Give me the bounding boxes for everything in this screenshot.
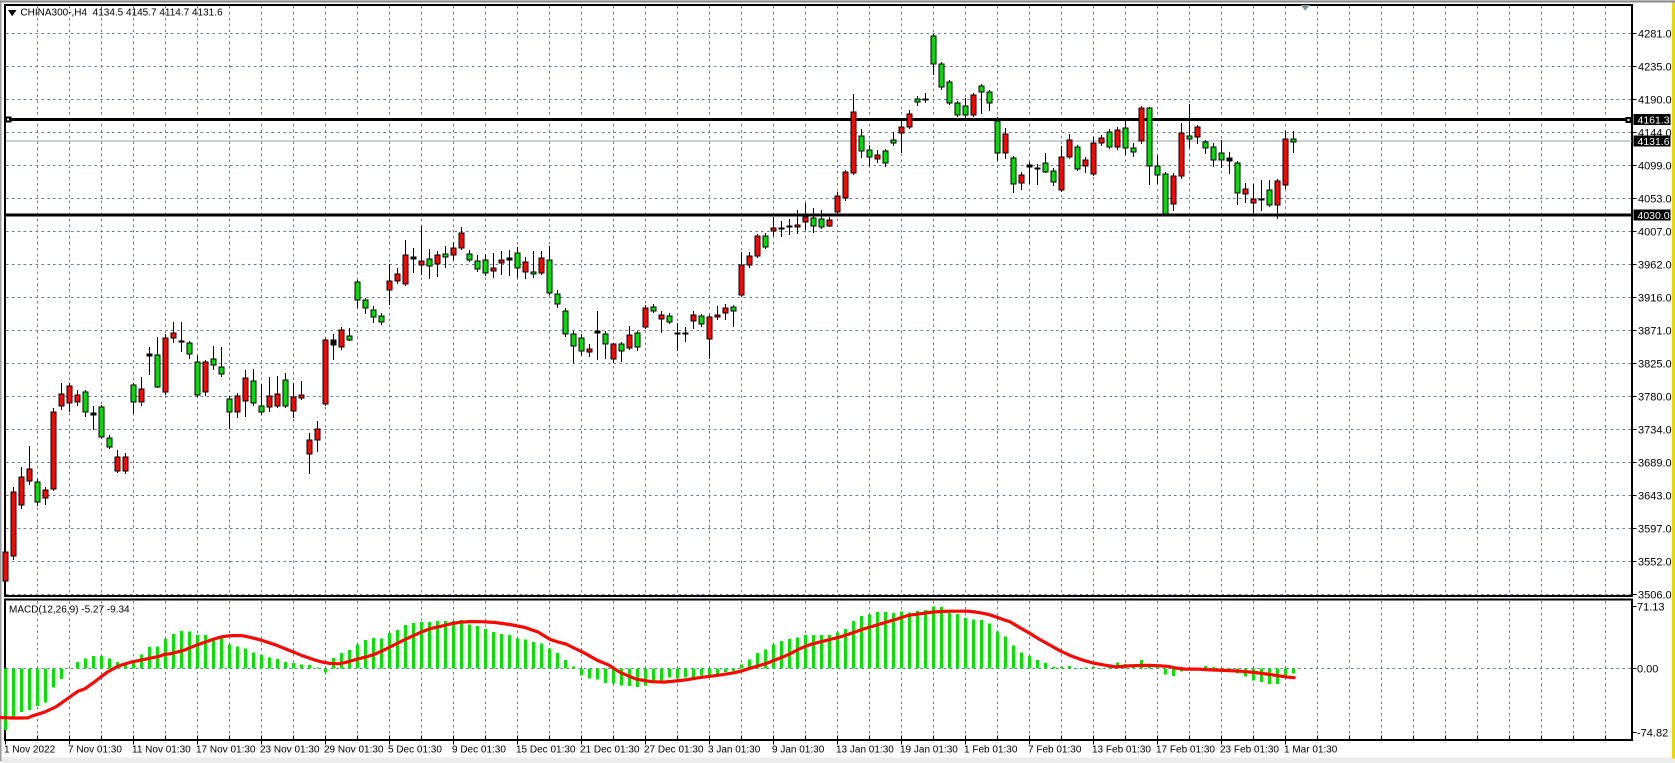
svg-text:4099.0: 4099.0: [1638, 161, 1672, 173]
svg-text:3597.0: 3597.0: [1638, 524, 1672, 536]
svg-text:4281.0: 4281.0: [1638, 29, 1672, 41]
svg-text:1 Nov 2022: 1 Nov 2022: [4, 745, 56, 756]
svg-text:11 Nov 01:30: 11 Nov 01:30: [132, 745, 191, 756]
svg-text:17 Feb 01:30: 17 Feb 01:30: [1156, 745, 1215, 756]
svg-text:4007.0: 4007.0: [1638, 227, 1672, 239]
svg-text:71.13: 71.13: [1637, 602, 1665, 614]
svg-text:4161.3: 4161.3: [1638, 114, 1670, 126]
svg-text:3962.0: 3962.0: [1638, 260, 1672, 272]
svg-text:7 Nov 01:30: 7 Nov 01:30: [68, 745, 122, 756]
svg-text:1 Feb 01:30: 1 Feb 01:30: [964, 745, 1018, 756]
svg-text:29 Nov 01:30: 29 Nov 01:30: [324, 745, 384, 756]
svg-text:23 Nov 01:30: 23 Nov 01:30: [260, 745, 320, 756]
svg-text:15 Dec 01:30: 15 Dec 01:30: [516, 745, 576, 756]
svg-text:0.00: 0.00: [1637, 664, 1658, 676]
svg-text:7 Feb 01:30: 7 Feb 01:30: [1028, 745, 1082, 756]
svg-text:13 Jan 01:30: 13 Jan 01:30: [836, 745, 894, 756]
svg-text:21 Dec 01:30: 21 Dec 01:30: [580, 745, 640, 756]
svg-text:19 Jan 01:30: 19 Jan 01:30: [900, 745, 958, 756]
svg-text:3643.0: 3643.0: [1638, 491, 1672, 503]
svg-text:-74.82: -74.82: [1637, 728, 1668, 740]
svg-text:3552.0: 3552.0: [1638, 557, 1672, 569]
svg-text:5 Dec 01:30: 5 Dec 01:30: [388, 745, 442, 756]
svg-text:3 Jan 01:30: 3 Jan 01:30: [708, 745, 761, 756]
svg-text:3916.0: 3916.0: [1638, 293, 1672, 305]
svg-text:4030.0: 4030.0: [1638, 210, 1670, 222]
svg-text:9 Jan 01:30: 9 Jan 01:30: [772, 745, 825, 756]
svg-text:MACD(12,26,9) -5.27 -9.34: MACD(12,26,9) -5.27 -9.34: [9, 605, 130, 616]
svg-text:9 Dec 01:30: 9 Dec 01:30: [452, 745, 506, 756]
svg-text:4053.0: 4053.0: [1638, 194, 1672, 206]
svg-text:3506.0: 3506.0: [1638, 590, 1672, 602]
svg-text:4131.6: 4131.6: [1638, 136, 1670, 148]
svg-text:3780.0: 3780.0: [1638, 392, 1672, 404]
svg-text:3689.0: 3689.0: [1638, 458, 1672, 470]
svg-text:3871.0: 3871.0: [1638, 326, 1672, 338]
svg-text:17 Nov 01:30: 17 Nov 01:30: [196, 745, 256, 756]
svg-text:4235.0: 4235.0: [1638, 62, 1672, 74]
svg-text:CHINA300-,H4 4134.5 4145.7 41: CHINA300-,H4 4134.5 4145.7 4114.7 4131.6: [20, 8, 223, 19]
svg-text:1 Mar 01:30: 1 Mar 01:30: [1284, 745, 1338, 756]
svg-text:4190.0: 4190.0: [1638, 95, 1672, 107]
svg-text:13 Feb 01:30: 13 Feb 01:30: [1092, 745, 1151, 756]
svg-text:23 Feb 01:30: 23 Feb 01:30: [1220, 745, 1279, 756]
svg-text:27 Dec 01:30: 27 Dec 01:30: [644, 745, 704, 756]
svg-text:3825.0: 3825.0: [1638, 359, 1672, 371]
svg-text:3734.0: 3734.0: [1638, 425, 1672, 437]
